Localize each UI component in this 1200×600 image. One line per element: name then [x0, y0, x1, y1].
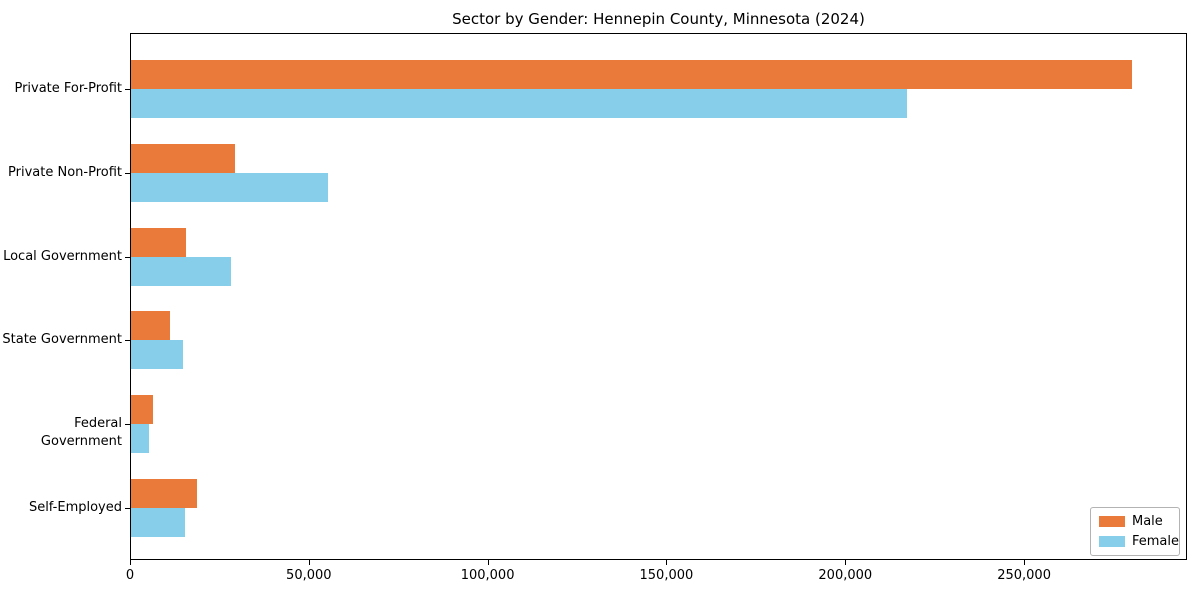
x-tick-label-0: 0 [125, 568, 135, 583]
x-tick-mark [845, 560, 847, 565]
legend-swatch-female [1099, 536, 1125, 547]
bar-male-self-employed [131, 479, 198, 508]
category-label-private-non-profit: Private Non-Profit [8, 165, 122, 180]
chart-title: Sector by Gender: Hennepin County, Minne… [452, 10, 865, 28]
legend-label-female: Female [1132, 534, 1180, 549]
x-tick-mark [1024, 560, 1026, 565]
x-tick-mark [308, 560, 310, 565]
category-label-local-government: Local Government [3, 249, 122, 264]
legend-label-male: Male [1132, 514, 1163, 529]
bar-female-federal-government [131, 424, 149, 453]
x-tick-mark [487, 560, 489, 565]
y-tick-mark [125, 173, 130, 174]
x-tick-label-200-000: 200,000 [818, 568, 873, 583]
bar-male-private-non-profit [131, 144, 235, 173]
y-tick-mark [125, 508, 130, 509]
legend-item-female: Female [1099, 534, 1179, 549]
y-tick-mark [125, 89, 130, 90]
legend-item-male: Male [1099, 514, 1171, 529]
x-tick-mark [130, 560, 131, 565]
x-tick-label-250-000: 250,000 [997, 568, 1051, 583]
x-tick-label-150-000: 150,000 [639, 568, 694, 583]
bar-female-state-government [131, 340, 183, 369]
bar-female-self-employed [131, 508, 185, 537]
category-label-federal-government: Federal Government [40, 416, 122, 449]
y-tick-mark [125, 340, 130, 341]
bar-male-state-government [131, 311, 171, 340]
category-label-state-government: State Government [2, 332, 122, 347]
bar-male-federal-government [131, 395, 153, 424]
plot-area [130, 33, 1187, 560]
x-tick-mark [666, 560, 668, 565]
legend: Male Female [1090, 507, 1180, 556]
bar-female-private-for-profit [131, 89, 908, 118]
legend-swatch-male [1099, 516, 1125, 527]
bar-female-private-non-profit [131, 173, 328, 202]
bar-male-private-for-profit [131, 60, 1133, 89]
x-tick-label-100-000: 100,000 [460, 568, 515, 583]
bar-male-local-government [131, 228, 187, 257]
y-tick-mark [125, 424, 130, 425]
x-tick-label-50-000: 50,000 [286, 568, 332, 583]
bar-female-local-government [131, 257, 232, 286]
category-label-private-for-profit: Private For-Profit [14, 81, 122, 96]
category-label-self-employed: Self-Employed [28, 500, 122, 515]
y-tick-mark [125, 257, 130, 258]
